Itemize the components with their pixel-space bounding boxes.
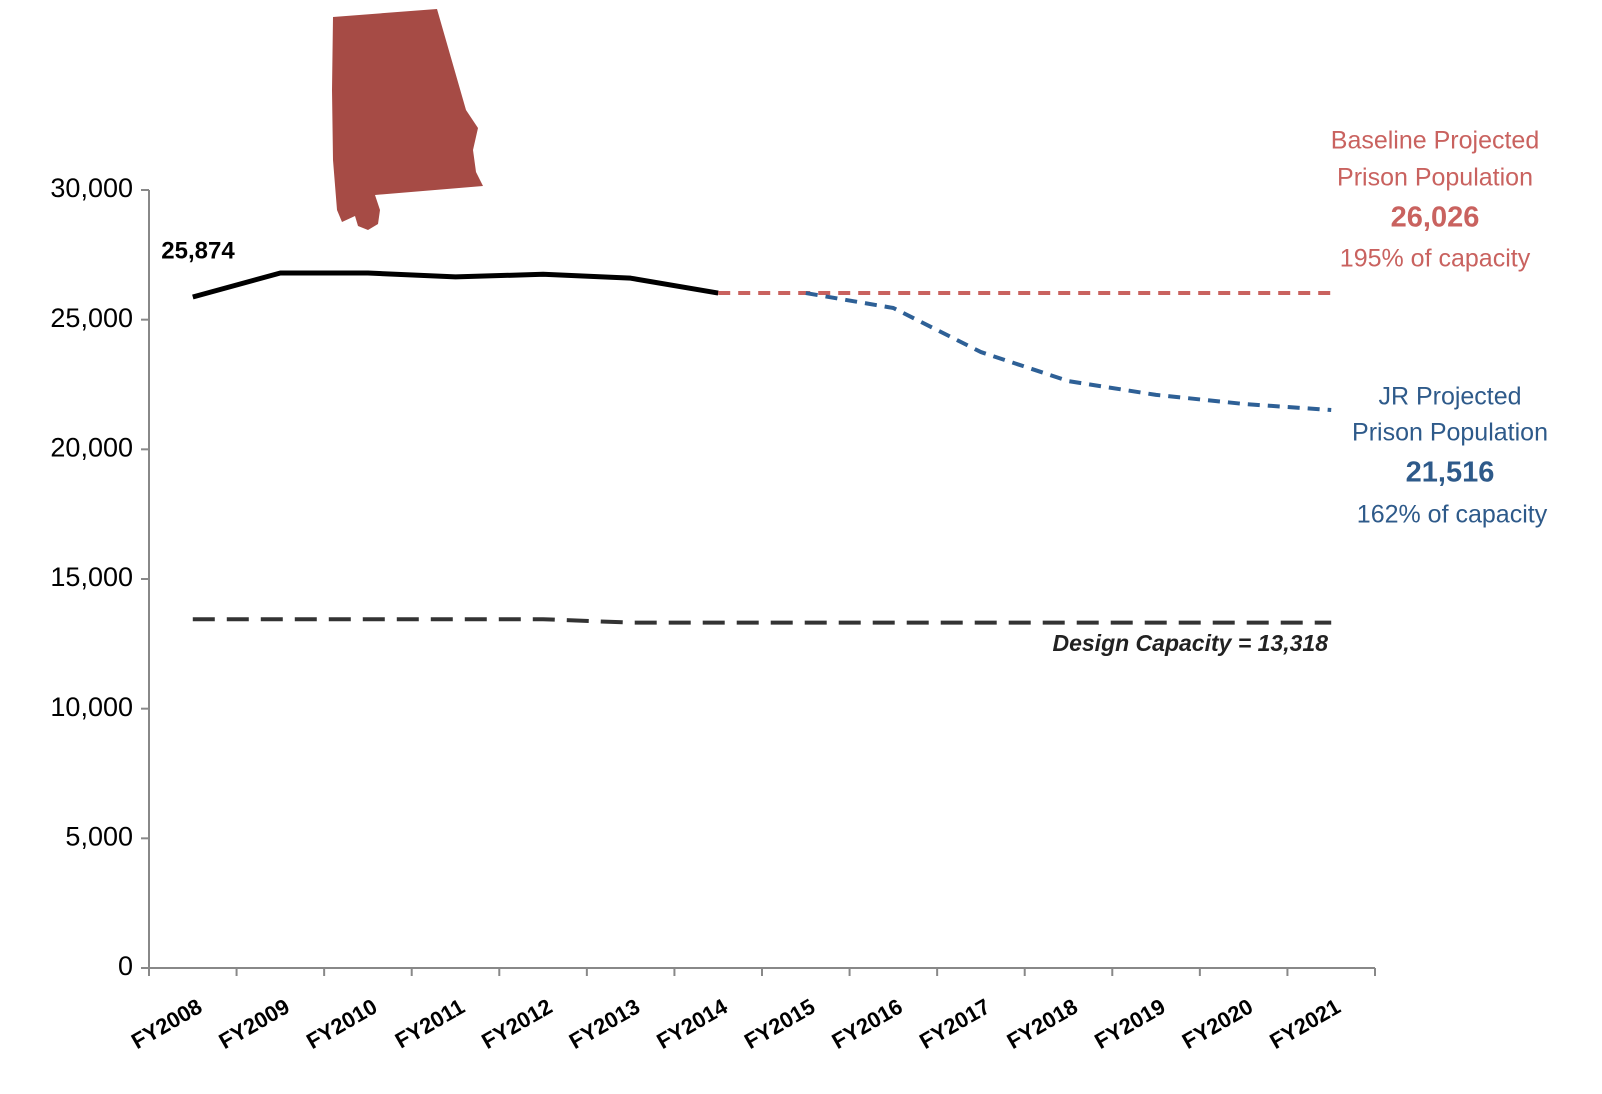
data-label: 26,026: [1391, 202, 1480, 234]
x-tick-label: FY2010: [302, 994, 381, 1054]
data-label: 25,874: [161, 237, 235, 264]
y-tick-label: 10,000: [50, 692, 133, 722]
y-tick-label: 30,000: [50, 173, 133, 203]
series-line: [805, 291, 1332, 413]
x-tick-label: FY2011: [391, 994, 469, 1054]
y-tick-label: 25,000: [50, 303, 133, 333]
series-line: [192, 617, 1332, 625]
x-tick-label: FY2021: [1265, 994, 1344, 1054]
data-label: 21,516: [1406, 457, 1495, 489]
x-tick-label: FY2020: [1178, 994, 1257, 1054]
annotation: JR Projected: [1378, 383, 1521, 411]
annotation: Prison Population: [1337, 164, 1533, 192]
x-tick-label: FY2014: [652, 993, 732, 1054]
alabama-map: [332, 9, 483, 230]
x-tick-label: FY2008: [127, 994, 206, 1054]
x-tick-label: FY2012: [477, 994, 556, 1054]
annotation: Prison Population: [1352, 419, 1548, 447]
x-tick-label: FY2017: [915, 994, 994, 1054]
x-tick-label: FY2009: [215, 994, 294, 1054]
x-tick-label: FY2018: [1003, 994, 1082, 1054]
y-tick-label: 15,000: [50, 562, 133, 592]
x-tick-label: FY2019: [1090, 994, 1169, 1054]
x-tick-label: FY2013: [565, 994, 644, 1054]
annotation: Baseline Projected: [1331, 127, 1539, 155]
data-label: Design Capacity = 13,318: [1052, 630, 1328, 656]
x-tick-label: FY2016: [828, 994, 907, 1054]
x-tick-label: FY2015: [740, 994, 819, 1054]
series-line: [192, 270, 719, 300]
annotation: 195% of capacity: [1340, 245, 1531, 273]
y-tick-label: 5,000: [65, 821, 133, 851]
y-tick-label: 20,000: [50, 432, 133, 462]
y-tick-label: 0: [118, 951, 133, 981]
annotation: 162% of capacity: [1357, 501, 1548, 529]
